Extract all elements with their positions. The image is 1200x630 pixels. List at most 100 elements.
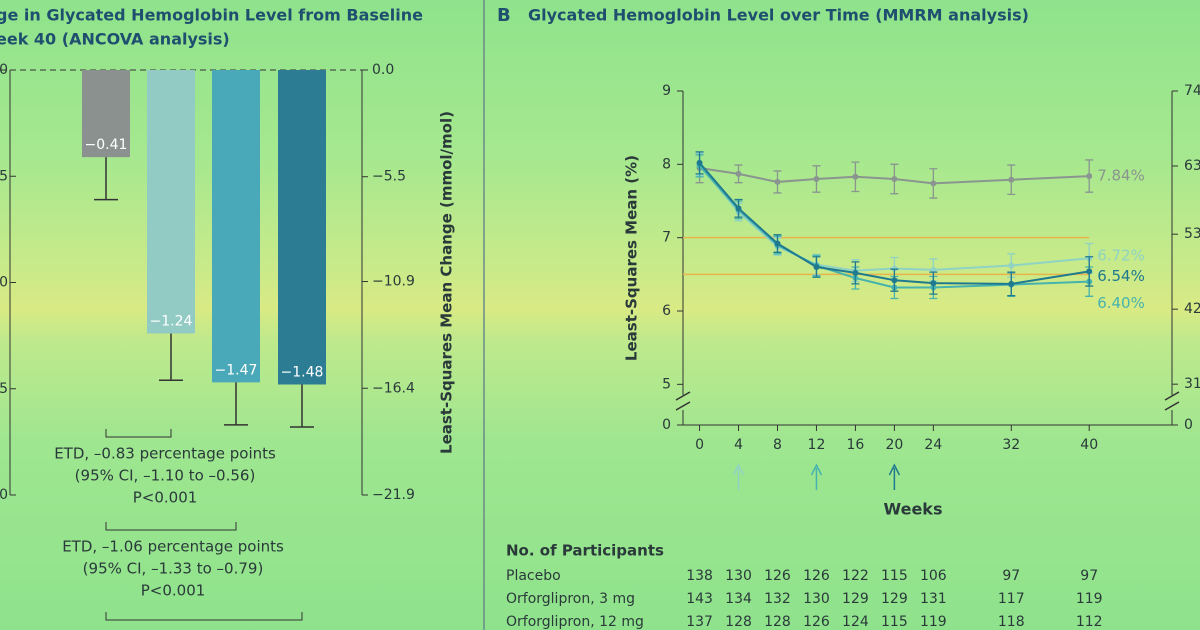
- count: 130: [803, 591, 830, 607]
- count: 115: [881, 568, 908, 584]
- annotation: ETD, –1.06 percentage points: [62, 538, 284, 556]
- y-tick-label: 1.0: [0, 275, 8, 291]
- annotation: ETD, –0.83 percentage points: [54, 445, 276, 463]
- dose-arrow: [888, 463, 901, 490]
- value-label: −0.41: [85, 137, 128, 153]
- point: [1008, 176, 1015, 183]
- point: [1086, 173, 1093, 180]
- bar: [212, 70, 260, 383]
- count: 97: [1080, 568, 1098, 584]
- count: 128: [764, 614, 791, 630]
- count: 129: [842, 591, 869, 607]
- row-label: Orforglipron, 12 mg: [506, 614, 644, 630]
- count: 97: [1002, 568, 1020, 584]
- point: [1008, 280, 1015, 287]
- x-tick-label: 32: [1002, 437, 1020, 453]
- y-tick-label: 8: [662, 156, 671, 172]
- annotation: P<0.001: [141, 582, 206, 600]
- chart-title: eek 40 (ANCOVA analysis): [0, 30, 230, 49]
- value-label: −1.24: [150, 314, 193, 330]
- y2-tick-label: −5.5: [372, 169, 406, 185]
- point: [930, 280, 937, 287]
- y2-tick-label: 53: [1184, 226, 1200, 242]
- y2-tick-label: 0: [1184, 417, 1193, 433]
- point: [930, 266, 937, 273]
- x-tick-label: 20: [885, 437, 903, 453]
- end-label: 6.72%: [1097, 247, 1145, 265]
- y-tick-label: .5: [0, 168, 8, 184]
- axis-break: [675, 391, 691, 411]
- bar: [278, 70, 326, 385]
- x-tick-label: 8: [773, 437, 782, 453]
- count: 126: [803, 614, 830, 630]
- error-bar: [159, 333, 183, 381]
- count: 134: [725, 591, 752, 607]
- point: [1086, 268, 1093, 275]
- count: 130: [725, 568, 752, 584]
- y2-tick-label: 31: [1184, 376, 1200, 392]
- point: [891, 176, 898, 182]
- count: 126: [803, 568, 830, 584]
- count: 137: [686, 614, 713, 630]
- count: 122: [842, 568, 869, 584]
- point: [774, 178, 781, 185]
- dose-arrow: [810, 463, 823, 490]
- bracket: [105, 612, 303, 621]
- count: 119: [1076, 591, 1103, 607]
- table-title: No. of Participants: [506, 542, 664, 560]
- annotation: P<0.001: [133, 489, 198, 507]
- x-tick-label: 40: [1080, 437, 1098, 453]
- count: 138: [686, 568, 713, 584]
- y2-tick-label: −10.9: [372, 274, 415, 290]
- point: [813, 176, 820, 182]
- point: [813, 264, 820, 270]
- y-tick-label: 7: [662, 230, 671, 246]
- point: [735, 205, 742, 212]
- count: 124: [842, 614, 869, 630]
- error-bar: [94, 157, 118, 201]
- count: 112: [1076, 614, 1103, 630]
- y2-axis-label: Least-Squares Mean Change (mmol/mol): [438, 111, 456, 454]
- x-tick-label: 24: [924, 437, 942, 453]
- bracket: [105, 522, 237, 531]
- error-bar: [224, 382, 248, 426]
- x-tick-label: 0: [695, 437, 704, 453]
- point: [735, 170, 742, 177]
- dose-arrow: [732, 463, 745, 490]
- point: [852, 173, 859, 180]
- count: 143: [686, 591, 713, 607]
- panel-a: ge in Glycated Hemoglobin Level from Bas…: [0, 6, 456, 621]
- y2-tick-label: −16.4: [372, 380, 415, 396]
- count: 119: [920, 614, 947, 630]
- y2-tick-label: 74: [1184, 83, 1200, 99]
- x-tick-label: 12: [808, 437, 826, 453]
- axis-break: [1164, 391, 1180, 411]
- y-tick-label: 0: [0, 487, 8, 503]
- row-label: Placebo: [506, 568, 561, 584]
- value-label: −1.48: [281, 365, 324, 381]
- error-bar: [290, 384, 314, 428]
- point: [774, 240, 781, 247]
- y-tick-label: .5: [0, 381, 8, 397]
- panel-letter: B: [497, 5, 511, 26]
- count: 115: [881, 614, 908, 630]
- x-axis-label: Weeks: [884, 500, 943, 519]
- bar: [82, 70, 130, 158]
- end-label: 6.40%: [1097, 294, 1145, 312]
- count: 126: [764, 568, 791, 584]
- count: 128: [725, 614, 752, 630]
- y-tick-label: 5: [662, 376, 671, 392]
- point: [891, 265, 898, 272]
- y2-tick-label: 63: [1184, 158, 1200, 174]
- value-label: −1.47: [215, 362, 258, 378]
- panel-b: B Glycated Hemoglobin Level over Time (MM…: [497, 5, 1200, 630]
- y2-tick-label: −21.9: [372, 487, 415, 503]
- point: [1008, 262, 1015, 269]
- x-tick-label: 4: [734, 437, 743, 453]
- end-label: 7.84%: [1097, 167, 1145, 185]
- point: [930, 180, 937, 187]
- point: [891, 277, 898, 284]
- y-tick-label: 0.0: [0, 62, 8, 78]
- y-axis-label: Least-Squares Mean (%): [623, 155, 641, 361]
